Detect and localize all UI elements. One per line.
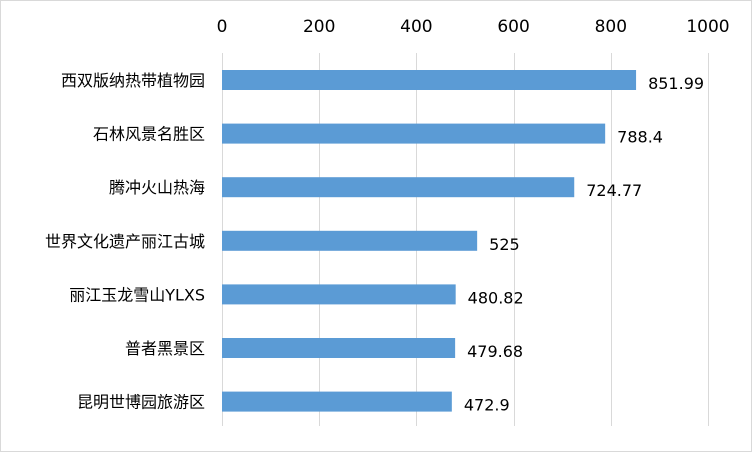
category-label: 昆明世博园旅游区: [77, 393, 205, 412]
data-label: 724.77: [586, 181, 642, 200]
data-label: 525: [489, 235, 520, 254]
x-axis-ticks: 0 200 400 600 800 1000: [217, 17, 730, 37]
category-label: 腾冲火山热海: [109, 178, 205, 197]
bar: [222, 230, 478, 251]
data-label: 851.99: [648, 74, 704, 93]
x-tick-label: 1000: [686, 17, 729, 37]
bars: [222, 70, 637, 412]
bar: [222, 70, 637, 90]
bar: [222, 123, 606, 144]
category-label: 世界文化遗产丽江古城: [45, 232, 205, 251]
x-tick-label: 600: [497, 17, 529, 37]
bar: [222, 284, 456, 305]
category-label: 丽江玉龙雪山YLXS: [69, 285, 205, 304]
data-labels: 851.99 788.4 724.77 525 480.82 479.68 472.9: [464, 74, 704, 415]
x-tick-label: 400: [400, 17, 432, 37]
x-tick-label: 0: [217, 17, 228, 37]
data-label: 788.4: [617, 128, 663, 147]
data-label: 480.82: [468, 288, 524, 307]
x-tick-label: 200: [303, 17, 335, 37]
x-tick-label: 800: [595, 17, 627, 37]
data-label: 479.68: [467, 342, 523, 361]
bar: [222, 338, 456, 358]
category-label: 石林风景名胜区: [93, 125, 205, 144]
bar: [222, 391, 452, 412]
bar: [222, 177, 575, 198]
data-label: 472.9: [464, 396, 510, 415]
category-label: 普者黑景区: [125, 339, 205, 358]
category-labels: 西双版纳热带植物园石林风景名胜区腾冲火山热海世界文化遗产丽江古城丽江玉龙雪山YL…: [45, 71, 205, 412]
category-label: 西双版纳热带植物园: [61, 71, 205, 90]
